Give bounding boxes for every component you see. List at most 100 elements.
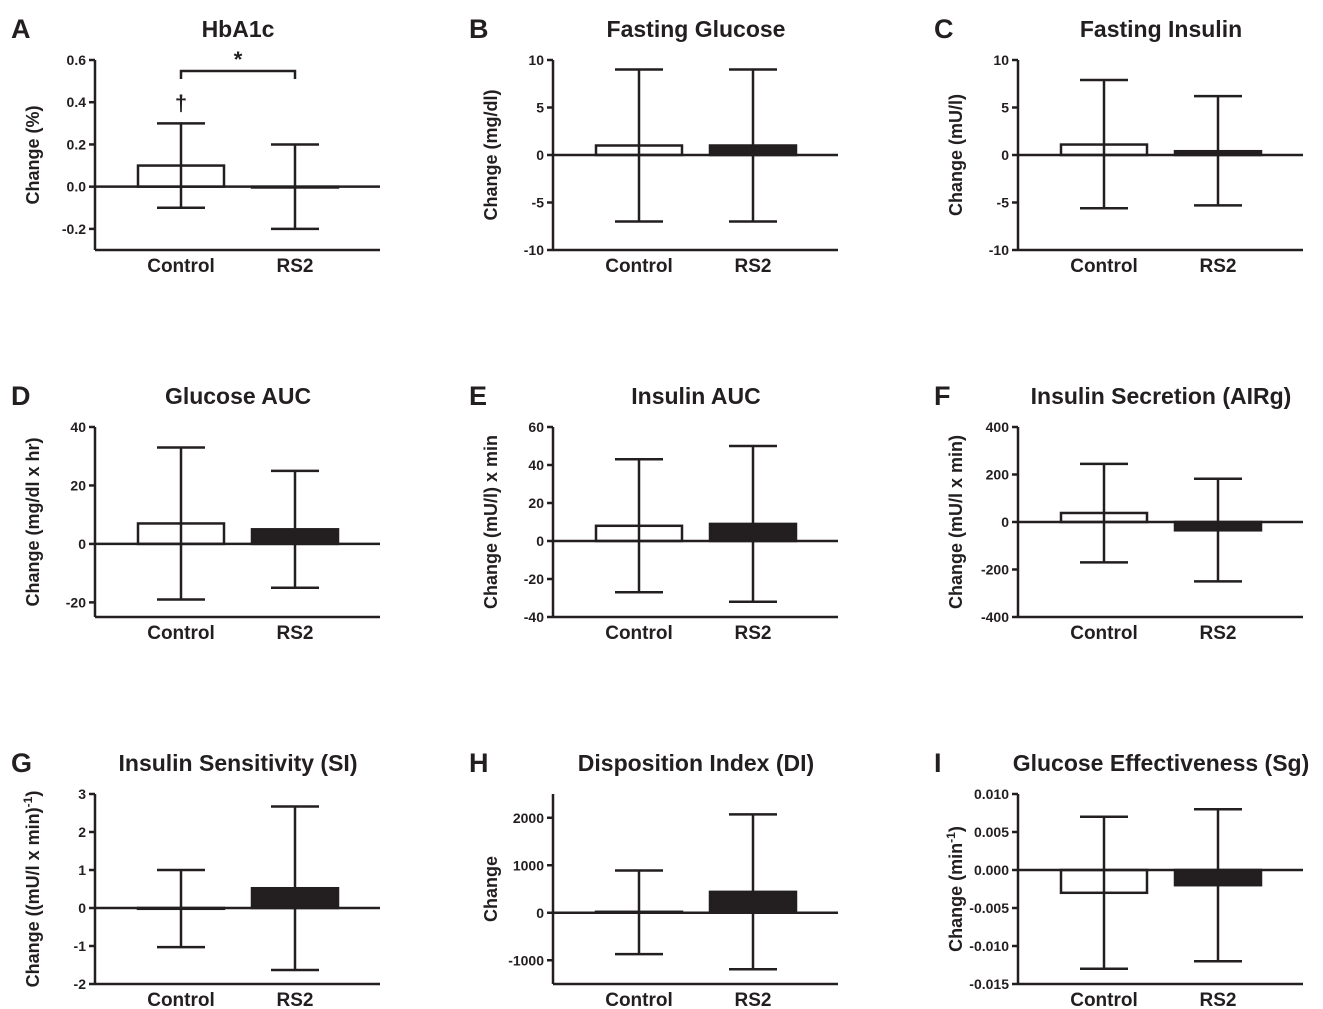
panel-i: I Glucose Effectiveness (Sg) Change (min-1… [934, 748, 1309, 1009]
panel-e-y-tick-label: 40 [528, 457, 544, 473]
panel-c-letter: C [934, 14, 954, 44]
panel-i-y-tick-label: -0.005 [969, 900, 1009, 916]
panel-a-significance-star: * [234, 47, 243, 72]
panel-d-y-tick-label: 20 [70, 477, 86, 493]
panel-e-title: Insulin AUC [631, 383, 760, 409]
panel-f: F Insulin Secretion (AIRg) Change (mU/l x … [934, 381, 1303, 644]
panel-c-y-tick-label: -10 [989, 242, 1009, 258]
panel-h-y-tick-label: -1000 [508, 952, 544, 968]
panel-i-letter: I [934, 748, 942, 778]
panel-d: D Glucose AUC Change (mg/dl x hr) -20 0 20 40 C… [11, 381, 380, 644]
panel-b-y-tick-label: 5 [536, 100, 544, 116]
panel-h-y-tick-label: 1000 [513, 857, 544, 873]
panel-g-title: Insulin Sensitivity (SI) [119, 750, 358, 776]
panel-e-y-tick-label: -40 [524, 609, 544, 625]
panel-f-title: Insulin Secretion (AIRg) [1031, 383, 1292, 409]
panel-g-y-tick-label: 2 [78, 824, 86, 840]
panel-i-y-tick-label: -0.015 [969, 976, 1009, 992]
panel-h-title: Disposition Index (DI) [578, 750, 814, 776]
panel-e-y-tick-label: 20 [528, 495, 544, 511]
panel-b-title: Fasting Glucose [607, 16, 786, 42]
panel-b-y-tick-label: 0 [536, 147, 544, 163]
panel-h: H Disposition Index (DI) Change -1000 0 1000 2… [469, 748, 838, 1009]
panel-e-letter: E [469, 381, 487, 411]
panel-d-category-rs2: RS2 [277, 623, 314, 644]
panel-g-y-tick-label: 3 [78, 786, 86, 802]
panel-i-y-tick-label: -0.010 [969, 938, 1009, 954]
panel-e: E Insulin AUC Change (mU/l) x min -40 -20 0 20… [469, 381, 838, 644]
panel-f-y-tick-label: -200 [981, 562, 1009, 578]
panel-f-ylabel: Change (mU/l x min) [946, 435, 966, 609]
panel-b-category-rs2: RS2 [735, 256, 772, 277]
panel-e-y-tick-label: 0 [536, 533, 544, 549]
panel-c: C Fasting Insulin Change (mU/l) -10 -5 0 5 10 Co… [934, 14, 1303, 277]
panel-a-y-tick-label: 0.0 [67, 179, 87, 195]
panel-a-dagger-mark: † [175, 90, 187, 115]
panel-c-y-tick-label: 5 [1001, 100, 1009, 116]
panel-h-y-tick-label: 2000 [513, 810, 544, 826]
panel-i-category-control: Control [1070, 990, 1138, 1009]
panel-a-letter: A [11, 14, 31, 44]
panel-f-y-tick-label: 400 [986, 419, 1010, 435]
panel-g-y-tick-label: -1 [74, 938, 87, 954]
panel-d-y-tick-label: 0 [78, 536, 86, 552]
panel-f-category-control: Control [1070, 623, 1138, 644]
panel-b-letter: B [469, 14, 489, 44]
panel-i-ylabel: Change (min-1) [944, 826, 966, 952]
panel-g-y-tick-label: -2 [74, 976, 87, 992]
panel-g-letter: G [11, 748, 32, 778]
panel-c-y-tick-label: -5 [997, 195, 1010, 211]
panel-h-letter: H [469, 748, 489, 778]
panel-a-y-tick-label: 0.2 [67, 136, 87, 152]
panel-a-category-control: Control [147, 256, 215, 277]
panel-i-y-tick-label: 0.000 [974, 862, 1009, 878]
panel-h-category-control: Control [605, 990, 673, 1009]
panel-f-letter: F [934, 381, 951, 411]
panel-c-title: Fasting Insulin [1080, 16, 1242, 42]
panel-a-y-tick-label: -0.2 [62, 221, 86, 237]
panel-d-y-tick-label: 40 [70, 419, 86, 435]
panel-f-y-tick-label: 200 [986, 467, 1010, 483]
panel-a-category-rs2: RS2 [277, 256, 314, 277]
panel-b-y-tick-label: 10 [528, 52, 544, 68]
panel-g-y-tick-label: 1 [78, 862, 86, 878]
panel-d-ylabel: Change (mg/dl x hr) [23, 437, 43, 606]
panel-h-ylabel: Change [481, 856, 501, 922]
panel-g-y-tick-label: 0 [78, 900, 86, 916]
panel-a-significance-bracket [179, 69, 297, 79]
panel-c-y-tick-label: 10 [993, 52, 1009, 68]
panel-f-y-tick-label: -400 [981, 609, 1009, 625]
panel-d-y-tick-label: -20 [66, 594, 86, 610]
panel-e-category-control: Control [605, 623, 673, 644]
panel-i-y-tick-label: 0.005 [974, 824, 1009, 840]
panel-g: G Insulin Sensitivity (SI) Change ((mU/l x… [11, 748, 380, 1009]
panel-a-y-tick-label: 0.4 [67, 94, 87, 110]
panel-h-category-rs2: RS2 [735, 990, 772, 1009]
panel-i-title: Glucose Effectiveness (Sg) [1013, 750, 1310, 776]
panel-e-category-rs2: RS2 [735, 623, 772, 644]
panel-c-ylabel: Change (mU/l) [946, 94, 966, 216]
panel-e-ylabel: Change (mU/l) x min [481, 435, 501, 609]
panel-b-y-tick-label: -10 [524, 242, 544, 258]
panel-c-category-control: Control [1070, 256, 1138, 277]
panel-a-y-tick-label: 0.6 [67, 52, 87, 68]
panel-i-category-rs2: RS2 [1200, 990, 1237, 1009]
panel-d-letter: D [11, 381, 31, 411]
panel-g-category-control: Control [147, 990, 215, 1009]
panel-c-y-tick-label: 0 [1001, 147, 1009, 163]
panel-g-category-rs2: RS2 [277, 990, 314, 1009]
panel-b-ylabel: Change (mg/dl) [481, 90, 501, 221]
panel-i-y-tick-label: 0.010 [974, 786, 1009, 802]
panel-h-y-tick-label: 0 [536, 905, 544, 921]
panel-a-ylabel: Change (%) [23, 105, 43, 204]
panel-b: B Fasting Glucose Change (mg/dl) -10 -5 0 5 10 C… [469, 14, 838, 277]
panel-f-y-tick-label: 0 [1001, 514, 1009, 530]
panel-d-category-control: Control [147, 623, 215, 644]
panel-a-title: HbA1c [202, 16, 275, 42]
panel-f-category-rs2: RS2 [1200, 623, 1237, 644]
panel-c-category-rs2: RS2 [1200, 256, 1237, 277]
panel-e-y-tick-label: 60 [528, 419, 544, 435]
panel-g-ylabel: Change ((mU/l x min)-1) [21, 791, 43, 988]
panel-d-title: Glucose AUC [165, 383, 311, 409]
